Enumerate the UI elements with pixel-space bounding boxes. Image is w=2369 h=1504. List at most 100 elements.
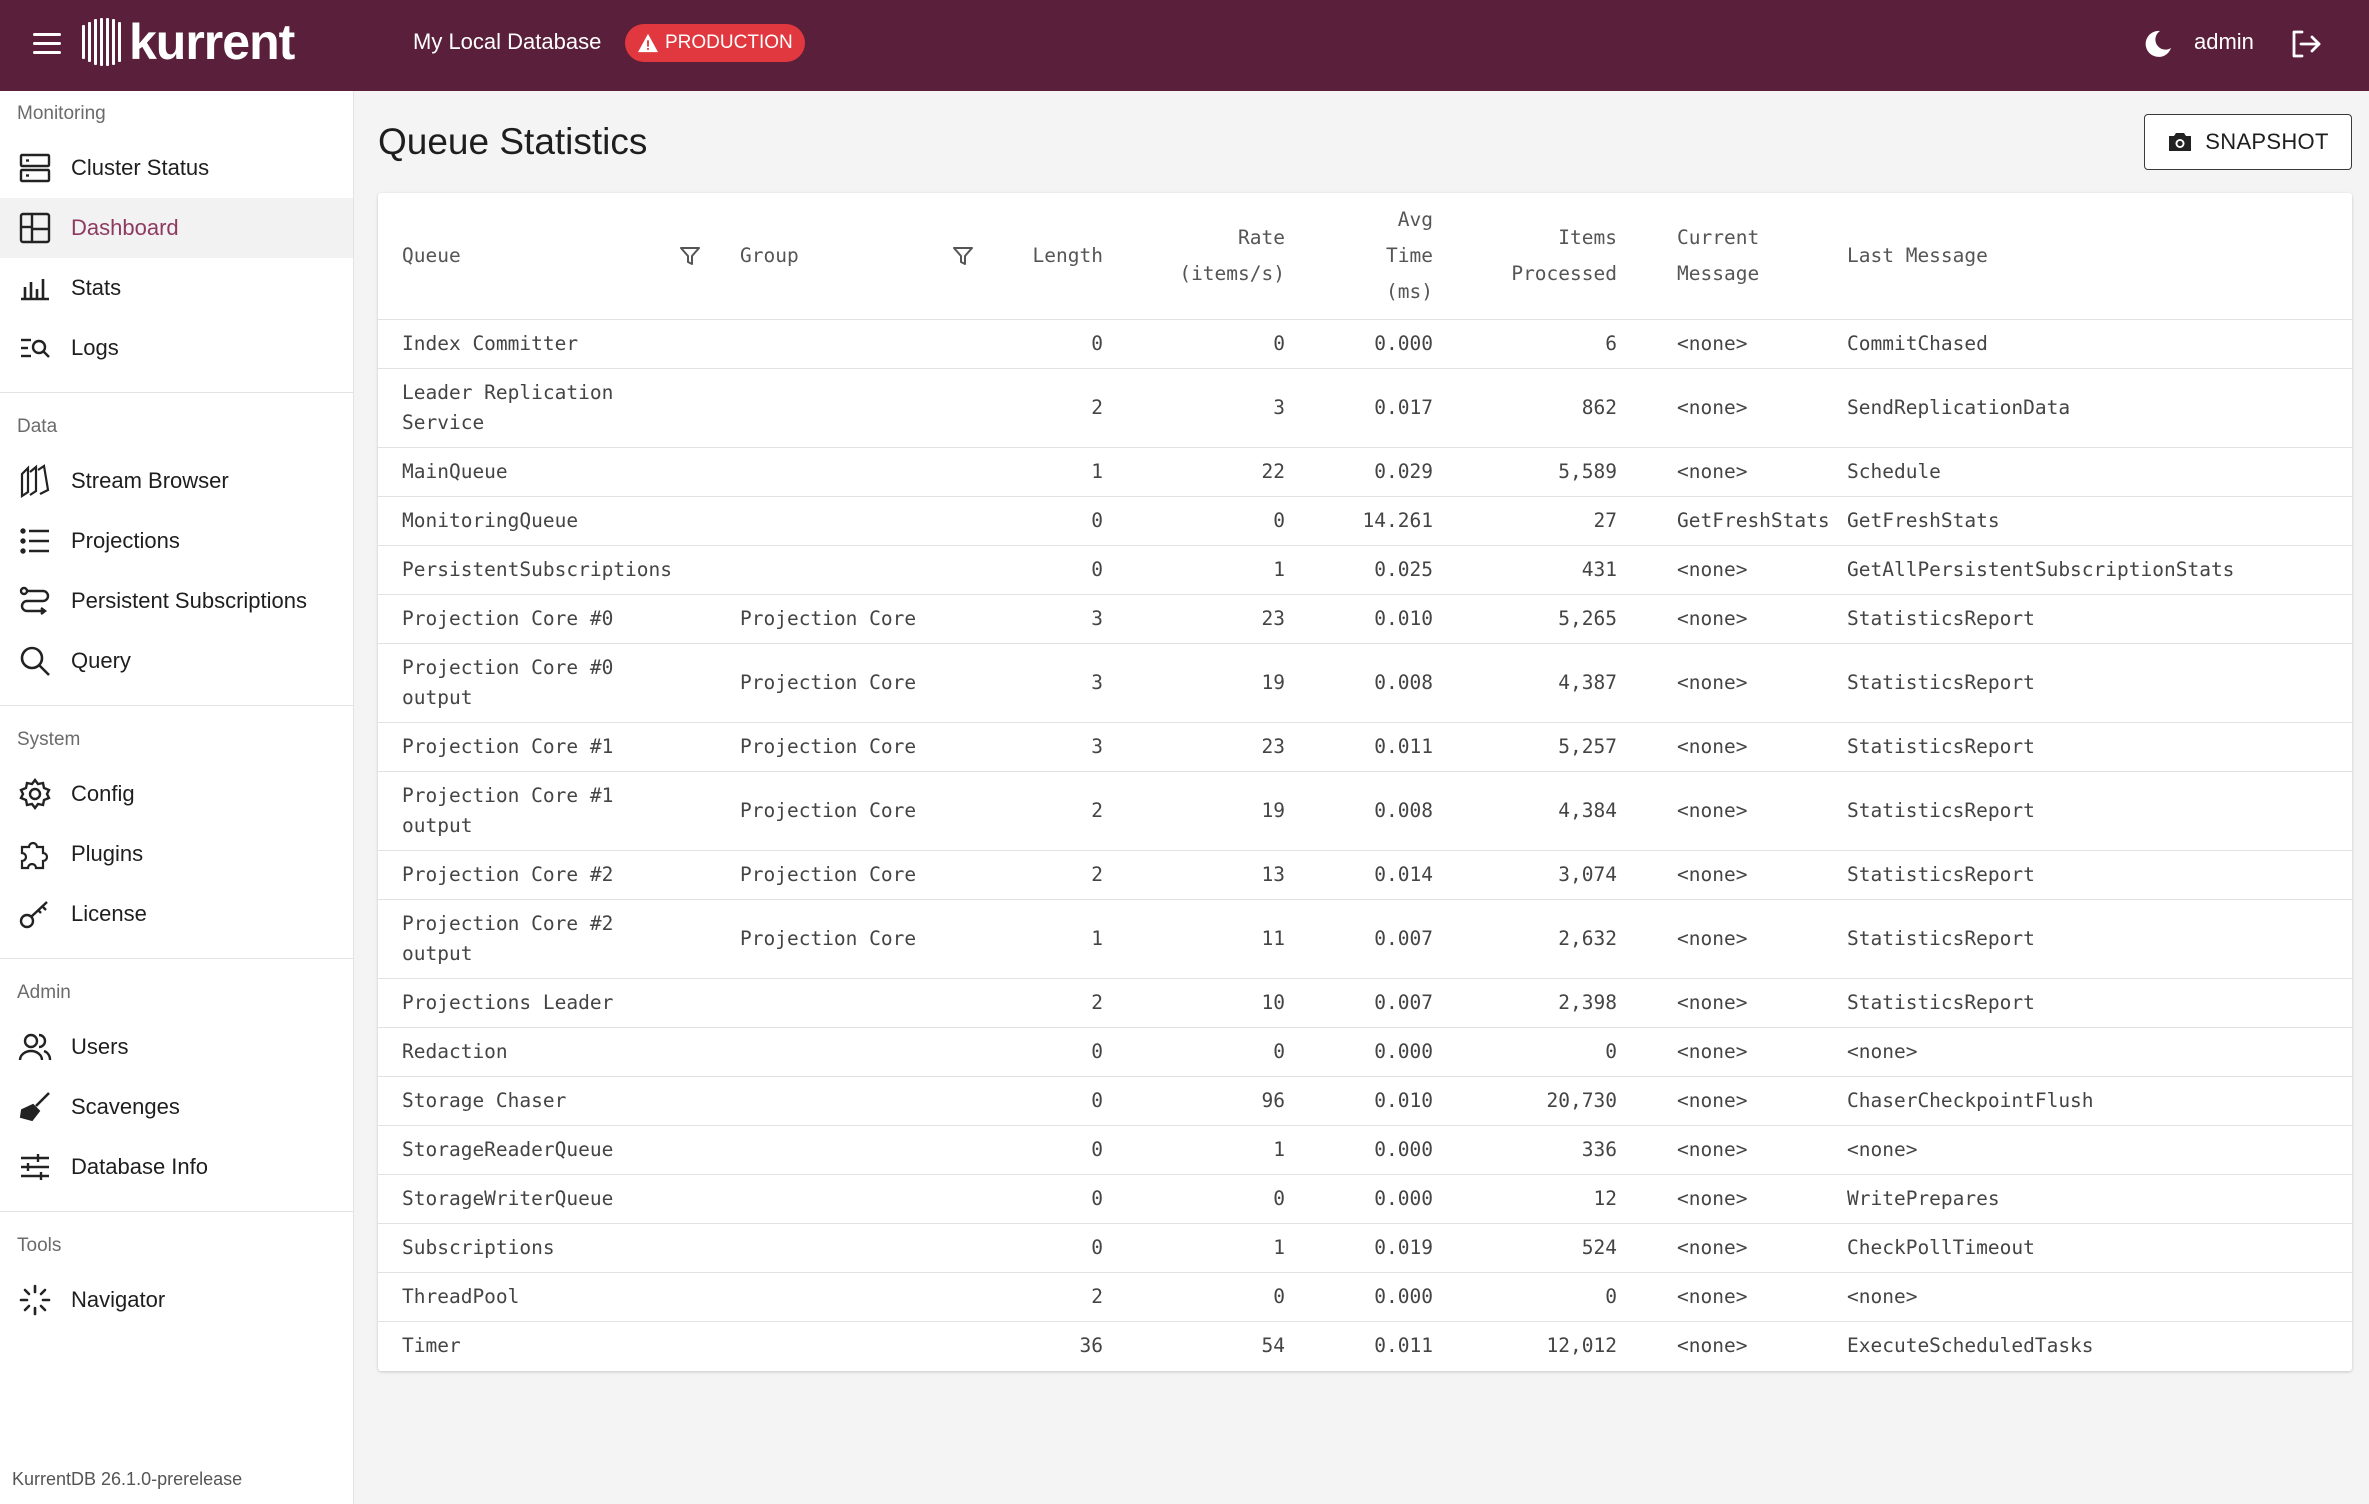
cell-last-message: StatisticsReport bbox=[1847, 594, 2352, 644]
cell-avg-time: 14.261 bbox=[1285, 496, 1433, 546]
sidebar-item-config[interactable]: Config bbox=[0, 764, 353, 824]
cell-items-processed: 27 bbox=[1433, 496, 1617, 546]
hamburger-icon[interactable] bbox=[30, 26, 66, 62]
column-header-current-message[interactable]: Current Message bbox=[1617, 193, 1847, 320]
queue-name-line: Projection Core #1 bbox=[402, 734, 614, 758]
cell-items-processed: 4,387 bbox=[1433, 643, 1617, 723]
sidebar-item-database-info[interactable]: Database Info bbox=[0, 1137, 353, 1197]
cell-current-message: <none> bbox=[1617, 1076, 1847, 1126]
sidebar-item-label: License bbox=[71, 901, 147, 926]
cell-items-processed: 5,257 bbox=[1433, 722, 1617, 772]
table-row: ThreadPool 2 0 0.000 0 <none> <none> bbox=[378, 1272, 2352, 1322]
sidebar-item-persistent-subscriptions[interactable]: Persistent Subscriptions bbox=[0, 571, 353, 631]
table-row: MonitoringQueue 0 0 14.261 27 GetFreshStats Ge… bbox=[378, 496, 2352, 546]
cell-avg-time: 0.007 bbox=[1285, 978, 1433, 1028]
cell-length: 0 bbox=[998, 1027, 1103, 1077]
sidebar-item-stream-browser[interactable]: Stream Browser bbox=[0, 451, 353, 511]
stream-icon bbox=[20, 464, 50, 498]
log-search-icon bbox=[21, 338, 50, 358]
column-header-queue[interactable]: Queue bbox=[378, 193, 737, 320]
sidebar-divider bbox=[0, 392, 353, 393]
cell-group bbox=[737, 496, 998, 546]
cell-group bbox=[737, 978, 998, 1028]
cell-current-message: <none> bbox=[1617, 447, 1847, 497]
cell-avg-time: 0.010 bbox=[1285, 1076, 1433, 1126]
user-name[interactable]: admin bbox=[2194, 29, 2254, 54]
queue-name-line: StorageWriterQueue bbox=[402, 1186, 614, 1210]
sidebar-item-projections[interactable]: Projections bbox=[0, 511, 353, 571]
sidebar-item-plugins[interactable]: Plugins bbox=[0, 824, 353, 884]
cell-group: Projection Core bbox=[737, 771, 998, 851]
sidebar-divider bbox=[0, 1211, 353, 1212]
column-header-label: Rate bbox=[1238, 225, 1285, 249]
table-body: Index Committer 0 0 0.000 6 <none> CommitChase… bbox=[378, 319, 2352, 1370]
version-label: KurrentDB 26.1.0-prerelease bbox=[12, 1469, 243, 1489]
cell-avg-time: 0.011 bbox=[1374, 1333, 1433, 1357]
cell-rate: 22 bbox=[1103, 447, 1285, 497]
cell-avg-time: 0.000 bbox=[1285, 1125, 1433, 1175]
cell-length: 0 bbox=[998, 545, 1103, 595]
column-header-label: (items/s) bbox=[1179, 261, 1285, 285]
cell-rate: 0 bbox=[1103, 1272, 1285, 1322]
column-header-label: Items bbox=[1558, 225, 1617, 249]
cell-rate: 19 bbox=[1103, 643, 1285, 723]
queue-stats-table: Queue Group Length bbox=[378, 193, 2352, 1371]
column-header-length[interactable]: Length bbox=[998, 193, 1103, 320]
cell-last-message: CommitChased bbox=[1847, 319, 2352, 369]
cell-queue: Projection Core #1 output bbox=[378, 771, 737, 851]
logout-icon[interactable] bbox=[2288, 26, 2324, 62]
column-header-rate[interactable]: Rate (items/s) bbox=[1103, 193, 1285, 320]
bar-chart-icon bbox=[21, 279, 49, 301]
table-row: Projection Core #0 output Projection Core 3… bbox=[378, 643, 2352, 723]
sidebar-item-dashboard[interactable]: Dashboard bbox=[0, 198, 353, 258]
column-header-items-processed[interactable]: Items Processed bbox=[1433, 193, 1617, 320]
sidebar-item-logs[interactable]: Logs bbox=[0, 318, 353, 378]
filter-icon[interactable] bbox=[952, 245, 974, 267]
cell-last-message: SendReplicationData bbox=[1847, 368, 2352, 448]
server-icon bbox=[19, 153, 51, 183]
queue-name-line: output bbox=[402, 813, 473, 837]
logo-mark bbox=[82, 18, 121, 66]
sidebar-item-stats[interactable]: Stats bbox=[0, 258, 353, 318]
sidebar-item-cluster-status[interactable]: Cluster Status bbox=[0, 138, 353, 198]
cell-current-message: <none> bbox=[1617, 850, 1847, 900]
queue-name-line: Index Committer bbox=[402, 331, 579, 355]
filter-icon[interactable] bbox=[679, 245, 701, 267]
column-header-group[interactable]: Group bbox=[737, 193, 998, 320]
cell-items-processed: 5,589 bbox=[1433, 447, 1617, 497]
cell-length: 3 bbox=[998, 594, 1103, 644]
sidebar-item-users[interactable]: Users bbox=[0, 1017, 353, 1077]
column-header-avg-time[interactable]: Avg Time (ms) bbox=[1285, 193, 1433, 320]
cell-group: Projection Core bbox=[737, 722, 998, 772]
snapshot-button[interactable]: SNAPSHOT bbox=[2144, 114, 2352, 170]
cell-group: Projection Core bbox=[737, 594, 998, 644]
sidebar-item-license[interactable]: License bbox=[0, 884, 353, 944]
column-header-last-message[interactable]: Last Message bbox=[1847, 193, 2352, 320]
cell-queue: StorageReaderQueue bbox=[378, 1125, 737, 1175]
kurrent-logo[interactable]: kurrent bbox=[82, 16, 295, 68]
sidebar-item-scavenges[interactable]: Scavenges bbox=[0, 1077, 353, 1137]
table-row: Projection Core #1 output Projection Core 2… bbox=[378, 771, 2352, 851]
cell-last-message: Schedule bbox=[1847, 447, 2352, 497]
cell-last-message: ExecuteScheduledTasks bbox=[1847, 1333, 2094, 1357]
cell-avg-time: 0.000 bbox=[1285, 1174, 1433, 1224]
warning-triangle-icon bbox=[638, 33, 658, 53]
sidebar-item-navigator[interactable]: Navigator bbox=[0, 1270, 353, 1330]
cell-current-message: <none> bbox=[1617, 643, 1847, 723]
cell-items-processed: 862 bbox=[1433, 368, 1617, 448]
moon-icon[interactable] bbox=[2142, 28, 2174, 60]
cell-group bbox=[737, 545, 998, 595]
cell-queue: StorageWriterQueue bbox=[378, 1174, 737, 1224]
cell-current-message: <none> bbox=[1617, 368, 1847, 448]
table-row: Storage Chaser 0 96 0.010 20,730 <none> Chaser… bbox=[378, 1076, 2352, 1126]
cell-length: 2 bbox=[998, 978, 1103, 1028]
puzzle-icon bbox=[20, 841, 49, 870]
cell-items-processed: 0 bbox=[1433, 1272, 1617, 1322]
cell-last-message: <none> bbox=[1847, 1272, 2352, 1322]
cell-group bbox=[737, 1076, 998, 1126]
table-row: Projection Core #1 Projection Core 3 23 0.01… bbox=[378, 722, 2352, 772]
sidebar-item-query[interactable]: Query bbox=[0, 631, 353, 691]
cell-rate: 1 bbox=[1103, 1223, 1285, 1273]
cell-current-message: <none> bbox=[1617, 771, 1847, 851]
cell-rate: 23 bbox=[1103, 594, 1285, 644]
